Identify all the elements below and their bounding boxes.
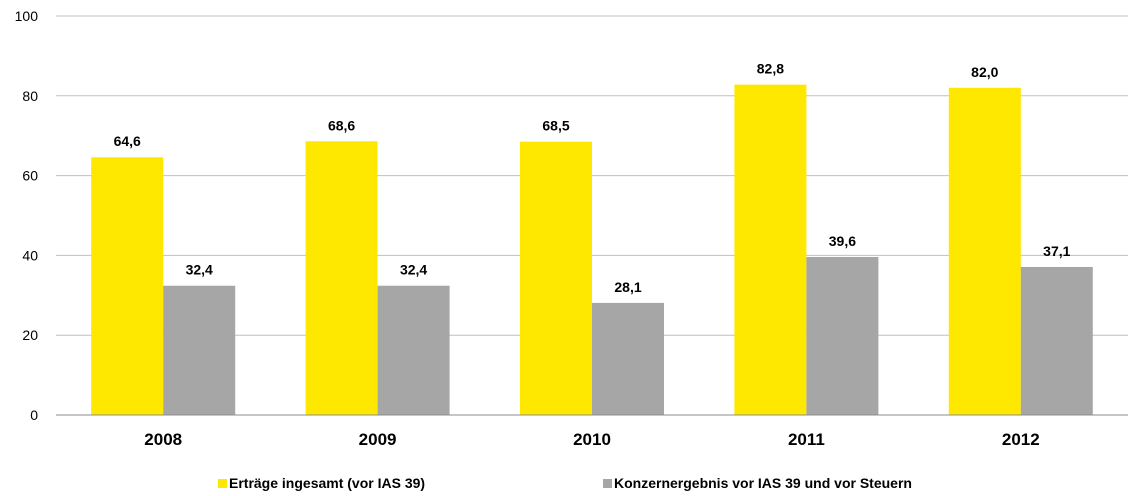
- x-tick-label: 2011: [788, 430, 825, 449]
- legend-swatch: [218, 479, 227, 488]
- legend-label: Konzernergebnis vor IAS 39 und vor Steue…: [614, 475, 912, 491]
- data-label: 68,6: [328, 117, 355, 133]
- x-tick-label: 2012: [1002, 430, 1040, 449]
- data-label: 39,6: [829, 233, 856, 249]
- y-tick-label: 60: [22, 168, 38, 184]
- bar: [948, 87, 1021, 415]
- bar: [734, 84, 807, 416]
- data-label: 32,4: [400, 262, 427, 278]
- data-label: 82,8: [757, 61, 784, 77]
- bar: [1020, 266, 1093, 415]
- legend: Erträge ingesamt (vor IAS 39) Konzernerge…: [218, 475, 912, 491]
- data-label: 28,1: [614, 279, 641, 295]
- bar: [520, 141, 592, 415]
- x-tick-label: 2009: [359, 430, 397, 449]
- y-tick-label: 40: [22, 247, 38, 263]
- data-labels: 64,6 32,4 68,6 32,4 68,5 28,1 82,8 39,6 82,0 37,1: [114, 61, 1071, 295]
- y-tick-label: 20: [22, 327, 38, 343]
- x-axis-ticks: 2008 2009 2010 2011 2012: [144, 430, 1039, 449]
- x-tick-label: 2010: [573, 430, 611, 449]
- bar: [305, 141, 378, 415]
- data-label: 37,1: [1043, 243, 1070, 259]
- bar: [806, 256, 879, 415]
- y-axis-ticks: 0 20 40 60 80 100: [15, 8, 39, 423]
- data-label: 64,6: [114, 133, 141, 149]
- bars: [91, 84, 1093, 416]
- x-tick-label: 2008: [144, 430, 182, 449]
- data-label: 32,4: [186, 262, 213, 278]
- bar: [91, 157, 164, 415]
- legend-label: Erträge ingesamt (vor IAS 39): [229, 475, 425, 491]
- legend-swatch: [603, 479, 612, 488]
- data-label: 82,0: [971, 64, 998, 80]
- data-label: 68,5: [542, 118, 569, 134]
- bar: [592, 302, 664, 415]
- y-tick-label: 0: [30, 407, 38, 423]
- bar: [377, 285, 450, 415]
- y-tick-label: 80: [22, 88, 38, 104]
- y-tick-label: 100: [15, 8, 39, 24]
- bar: [163, 285, 236, 415]
